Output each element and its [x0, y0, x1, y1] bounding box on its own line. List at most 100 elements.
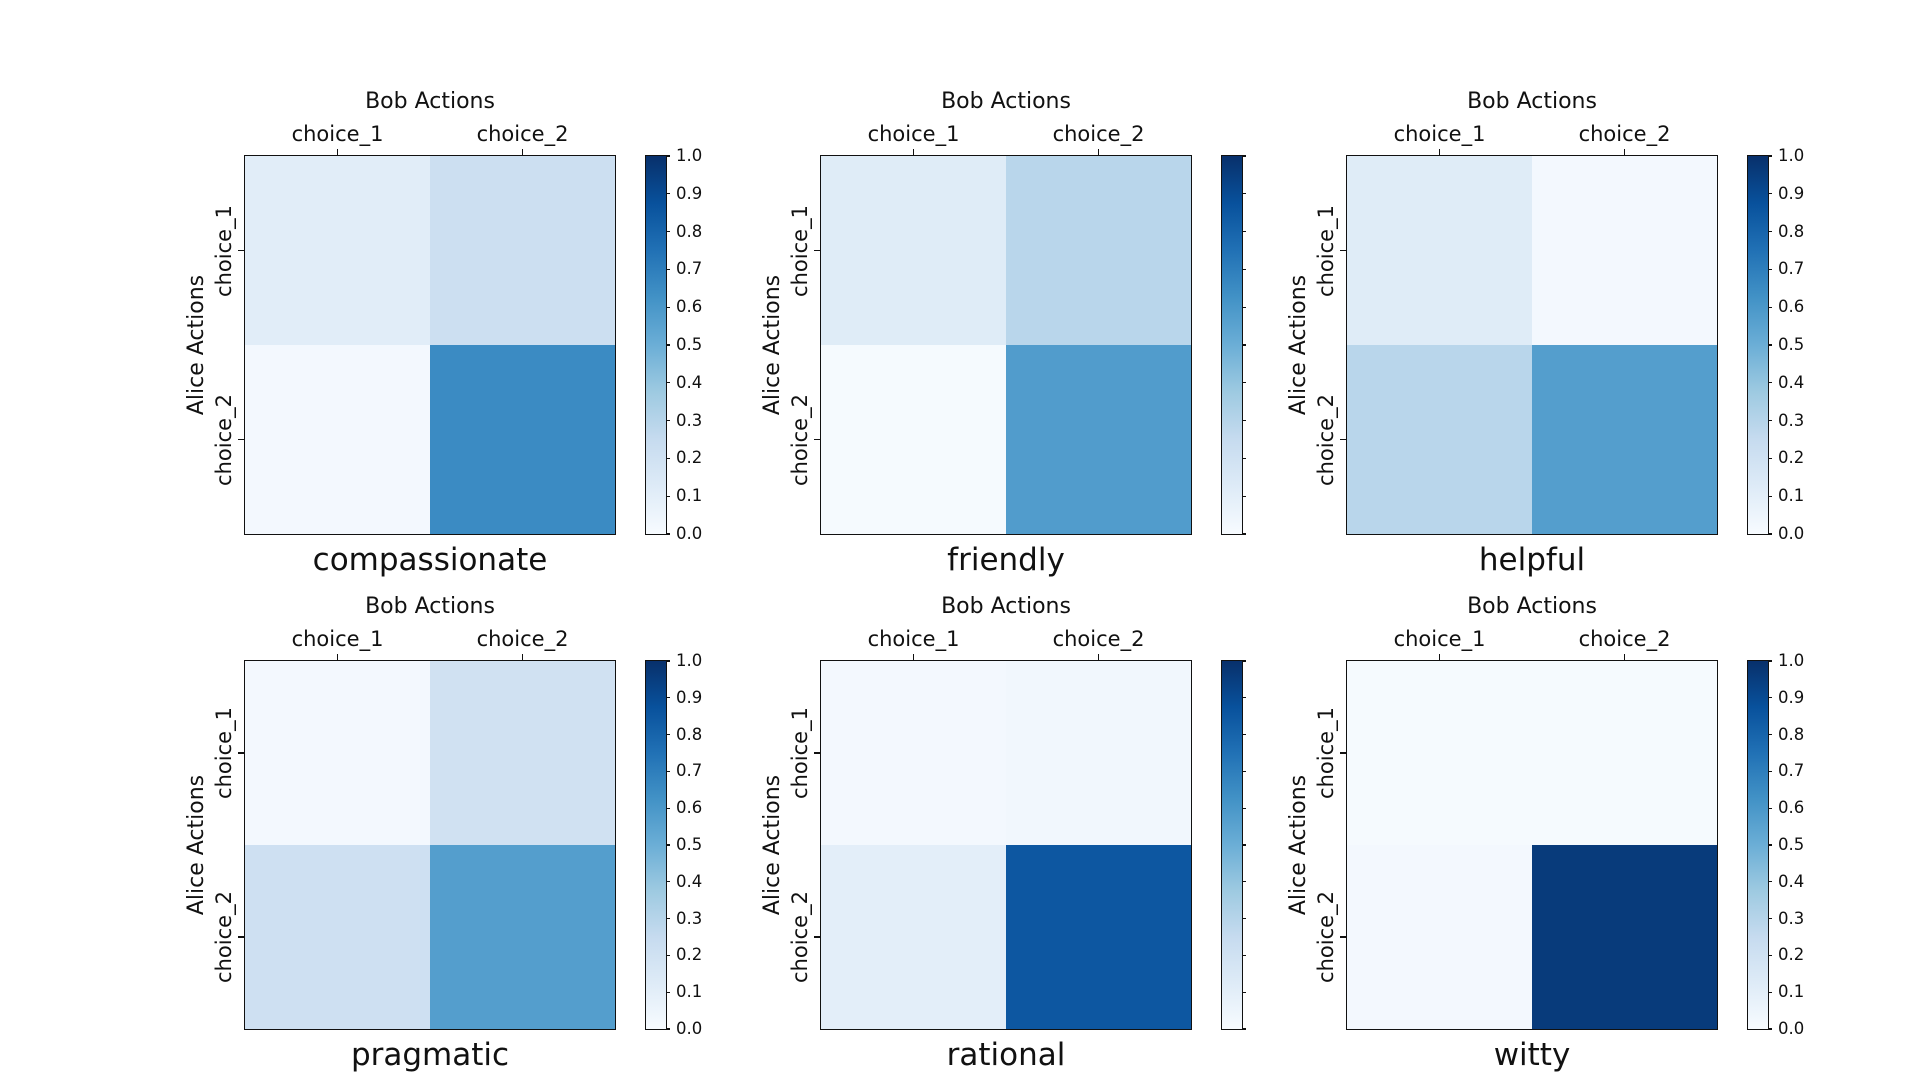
colorbar-tick-label: 0.6	[1778, 297, 1805, 317]
heatmap-cell-r0c1	[430, 156, 615, 345]
colorbar-tick-label: 0.8	[1778, 724, 1805, 744]
heatmap-cell-r0c1	[1006, 661, 1191, 845]
y-tick-mark	[1340, 249, 1346, 252]
heatmap-cell-r1c1	[430, 845, 615, 1029]
colorbar-tick-label: 0.5	[676, 835, 703, 854]
y-tick-mark	[814, 936, 820, 938]
x-tick-mark	[336, 149, 339, 155]
colorbar-tick-mark	[1768, 306, 1772, 308]
colorbar-tick-mark	[1242, 268, 1246, 271]
colorbar-tick-label: 0.0	[1778, 524, 1805, 543]
ytick-label-1: choice_2	[788, 393, 812, 486]
heatmap-cell-r0c1	[430, 661, 615, 845]
colorbar-tick-label: 0.7	[676, 259, 703, 279]
y-tick-mark	[1340, 752, 1346, 754]
colorbar-tick-label: 0.0	[676, 524, 703, 543]
y-tick-mark	[238, 752, 244, 754]
colorbar-tick-mark	[1242, 344, 1246, 346]
xtick-label-0: choice_1	[291, 627, 384, 651]
colorbar-tick-mark	[1768, 770, 1772, 773]
x-tick-mark	[1623, 654, 1626, 660]
colorbar-tick-label: 0.9	[1778, 183, 1805, 203]
colorbar-tick-mark	[1242, 844, 1246, 846]
colorbar-tick-label: 0.4	[676, 871, 703, 891]
heatmap-cell-r1c0	[821, 845, 1006, 1029]
colorbar	[1221, 659, 1243, 1030]
subplot-friendly: Bob Actions choice_1 choice_2 Alice Actions…	[760, 90, 1246, 578]
colorbar	[1747, 154, 1769, 535]
colorbar-tick-mark	[1768, 954, 1772, 957]
colorbar-tick-label: 0.1	[676, 486, 703, 506]
colorbar-tick-mark	[1242, 881, 1246, 883]
colorbar-tick-label: 0.6	[676, 297, 703, 317]
colorbar-tick-mark	[666, 660, 670, 662]
colorbar-tick-mark	[1768, 457, 1772, 460]
subplot-title: witty	[1493, 1037, 1571, 1073]
colorbar-tick-mark	[1242, 807, 1246, 809]
colorbar-tick-label: 0.9	[676, 687, 703, 707]
subplot-title: pragmatic	[350, 1037, 510, 1073]
colorbar-tick-label: 0.9	[676, 183, 703, 203]
y-axis-title: Alice Actions	[184, 274, 209, 416]
x-tick-mark	[1438, 149, 1441, 155]
colorbar-tick-mark	[1242, 306, 1246, 308]
ytick-label-0: choice_1	[212, 204, 236, 297]
subplot-title: helpful	[1478, 542, 1586, 578]
colorbar-tick-mark	[1242, 382, 1246, 384]
y-tick-mark	[814, 438, 820, 441]
colorbar	[1221, 154, 1243, 535]
colorbar-tick-mark	[1768, 344, 1772, 346]
x-axis-title: Bob Actions	[365, 594, 495, 619]
colorbar-tick-mark	[1768, 1028, 1772, 1030]
colorbar-tick-label: 0.8	[676, 724, 703, 744]
ytick-label-0: choice_1	[788, 707, 812, 799]
colorbar-tick-mark	[1242, 991, 1246, 993]
colorbar-tick-label: 0.1	[1778, 982, 1805, 1002]
colorbar-tick-mark	[1768, 991, 1772, 993]
colorbar	[645, 659, 667, 1030]
colorbar-tick-mark	[1242, 697, 1246, 699]
colorbar-tick-mark	[1242, 733, 1246, 736]
colorbar-tick-mark	[1768, 660, 1772, 662]
heatmap-cell-r0c1	[1532, 661, 1717, 845]
ytick-label-1: choice_2	[1314, 891, 1338, 983]
x-tick-mark	[1623, 149, 1626, 155]
colorbar-tick-label: 1.0	[1778, 146, 1805, 165]
colorbar-tick-mark	[1768, 733, 1772, 736]
colorbar-tick-mark	[1242, 660, 1246, 662]
colorbar-tick-label: 0.6	[676, 798, 703, 818]
colorbar-tick-mark	[666, 881, 670, 883]
y-tick-mark	[1340, 438, 1346, 441]
heatmap-cell-r1c1	[1006, 845, 1191, 1029]
xtick-label-1: choice_2	[1578, 627, 1671, 651]
xtick-label-1: choice_2	[476, 627, 569, 651]
colorbar-tick-label: 0.7	[676, 761, 703, 781]
y-axis-title: Alice Actions	[1286, 774, 1311, 916]
heatmap-cell-r1c0	[245, 845, 430, 1029]
colorbar-tick-mark	[666, 193, 670, 195]
colorbar-tick-label: 0.1	[676, 982, 703, 1002]
colorbar-tick-mark	[1768, 419, 1772, 422]
xtick-label-1: choice_2	[476, 122, 569, 146]
y-tick-mark	[1340, 936, 1346, 938]
x-axis-title: Bob Actions	[941, 594, 1071, 619]
x-tick-mark	[521, 654, 524, 660]
colorbar-tick-label: 0.5	[676, 335, 703, 354]
colorbar-tick-mark	[666, 230, 670, 233]
colorbar-tick-mark	[1768, 917, 1772, 920]
ytick-label-1: choice_2	[1314, 393, 1338, 486]
colorbar-tick-mark	[1242, 230, 1246, 233]
colorbar-tick-mark	[666, 770, 670, 773]
colorbar-tick-label: 0.8	[1778, 221, 1805, 241]
colorbar-tick-mark	[1242, 457, 1246, 460]
x-tick-mark	[521, 149, 524, 155]
subplot-title: rational	[946, 1037, 1066, 1073]
colorbar-tick-label: 0.9	[1778, 687, 1805, 707]
x-tick-mark	[1097, 654, 1100, 660]
colorbar-tick-mark	[666, 1028, 670, 1030]
y-tick-mark	[238, 438, 244, 441]
colorbar-tick-label: 0.4	[1778, 372, 1805, 392]
heatmap-cell-r0c0	[1347, 156, 1532, 345]
colorbar-tick-label: 0.2	[676, 448, 703, 468]
ytick-label-0: choice_1	[212, 707, 236, 799]
